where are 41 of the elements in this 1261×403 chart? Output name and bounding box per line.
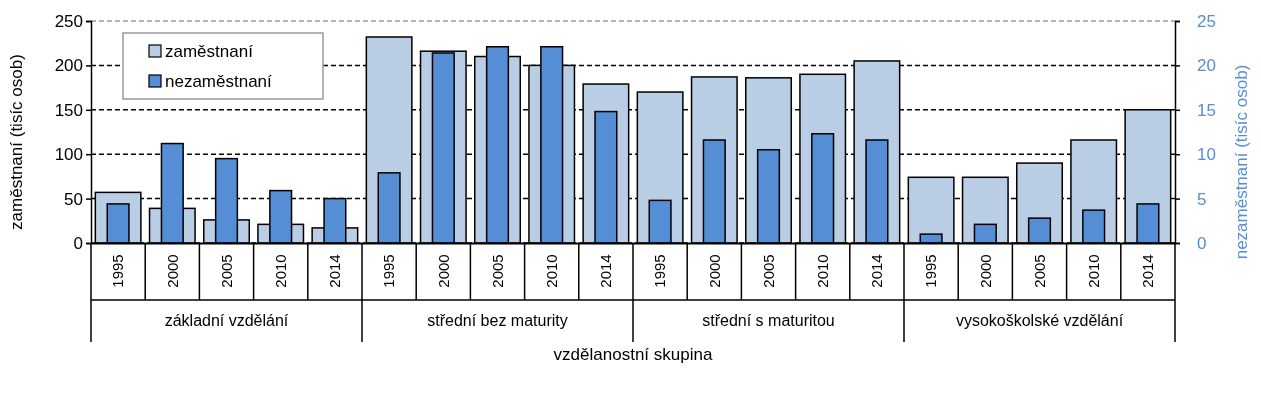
y-tick-label: 0 <box>73 233 83 253</box>
x-tick-label: 2005 <box>488 254 506 288</box>
y2-axis-title: nezaměstnaní (tisíc osob) <box>1232 64 1251 260</box>
x-tick-label: 2000 <box>434 254 452 288</box>
y2-tick-label: 10 <box>1197 145 1216 165</box>
y2-tick-label: 25 <box>1197 11 1216 31</box>
text: základní vzdělání <box>164 312 289 329</box>
y-tick-label: 250 <box>54 11 83 31</box>
text: střední bez maturity <box>427 312 568 329</box>
text: vysokoškolské vzdělání <box>955 312 1124 329</box>
y2-tick-label: 15 <box>1197 100 1216 120</box>
y-tick-label: 50 <box>64 189 83 209</box>
y-tick-label: 150 <box>54 100 83 120</box>
x-tick-label: 2014 <box>1139 254 1157 288</box>
x-tick-label: 2000 <box>163 254 181 288</box>
legend-label: nezaměstnaní <box>165 71 273 91</box>
x-axis-title: vzdělanostní skupina <box>553 345 713 364</box>
text: střední s maturitou <box>702 312 835 329</box>
y2-tick-label: 0 <box>1197 233 1207 253</box>
x-tick-label: 2005 <box>759 254 777 288</box>
y2-tick-label: 20 <box>1197 56 1216 76</box>
x-tick-label: 1995 <box>922 254 940 288</box>
x-tick-label: 1995 <box>380 254 398 288</box>
x-tick-label: 1995 <box>651 254 669 288</box>
x-tick-label: 2000 <box>705 254 723 288</box>
y-tick-label: 200 <box>54 56 83 76</box>
x-tick-label: 2000 <box>976 254 994 288</box>
x-tick-label: 2005 <box>1030 254 1048 288</box>
x-tick-label: 2014 <box>597 254 615 288</box>
x-tick-label: 2014 <box>868 254 886 288</box>
x-tick-label: 2010 <box>271 254 289 288</box>
x-tick-label: 2010 <box>813 254 831 288</box>
y-tick-label: 100 <box>54 145 83 165</box>
x-tick-label: 2014 <box>326 254 344 288</box>
x-tick-label: 2010 <box>542 254 560 288</box>
y-axis-title: zaměstnaní (tisíc osob) <box>7 54 26 230</box>
y2-tick-label: 5 <box>1197 189 1207 209</box>
x-tick-label: 2005 <box>217 254 235 288</box>
legend-label: zaměstnaní <box>165 41 254 61</box>
x-tick-label: 2010 <box>1084 254 1102 288</box>
x-tick-label: 1995 <box>109 254 127 288</box>
